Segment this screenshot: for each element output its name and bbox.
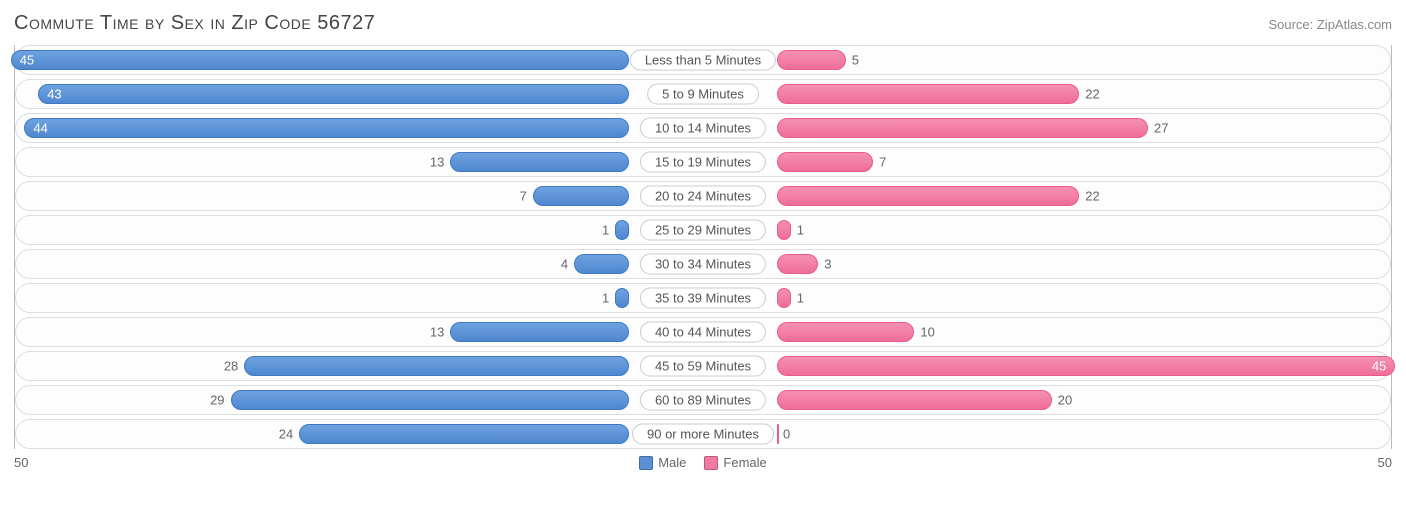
male-value: 13: [430, 325, 444, 340]
chart-row: 7 22 20 to 24 Minutes: [15, 181, 1391, 211]
category-label: 20 to 24 Minutes: [640, 186, 766, 207]
female-bar: [777, 322, 914, 342]
male-value: 28: [224, 359, 238, 374]
male-value: 4: [561, 257, 568, 272]
female-bar: [777, 118, 1148, 138]
chart-row: 45 5 Less than 5 Minutes: [15, 45, 1391, 75]
category-label: 35 to 39 Minutes: [640, 288, 766, 309]
chart-row: 13 10 40 to 44 Minutes: [15, 317, 1391, 347]
female-value: 7: [879, 155, 886, 170]
male-value: 29: [210, 393, 224, 408]
male-value: 13: [430, 155, 444, 170]
male-bar: 44: [24, 118, 629, 138]
female-bar: [777, 220, 791, 240]
female-bar: [777, 254, 818, 274]
male-value: 43: [47, 87, 61, 102]
male-bar: [615, 288, 629, 308]
female-value: 1: [797, 223, 804, 238]
chart-row: 43 22 5 to 9 Minutes: [15, 79, 1391, 109]
chart-row: 29 20 60 to 89 Minutes: [15, 385, 1391, 415]
male-bar: [533, 186, 629, 206]
female-bar: [777, 390, 1052, 410]
female-swatch: [704, 456, 718, 470]
legend-male: Male: [639, 455, 686, 470]
chart-row: 13 7 15 to 19 Minutes: [15, 147, 1391, 177]
category-label: 30 to 34 Minutes: [640, 254, 766, 275]
male-value: 45: [20, 53, 34, 68]
chart-row: 1 1 35 to 39 Minutes: [15, 283, 1391, 313]
legend-female: Female: [704, 455, 766, 470]
female-bar: [777, 50, 846, 70]
male-value: 1: [602, 223, 609, 238]
chart-row: 24 0 90 or more Minutes: [15, 419, 1391, 449]
chart-row: 4 3 30 to 34 Minutes: [15, 249, 1391, 279]
male-bar: [244, 356, 629, 376]
female-bar: [777, 186, 1079, 206]
chart-row: 1 1 25 to 29 Minutes: [15, 215, 1391, 245]
female-value: 3: [824, 257, 831, 272]
female-value: 45: [1372, 359, 1386, 374]
male-bar: [231, 390, 629, 410]
category-label: 60 to 89 Minutes: [640, 390, 766, 411]
male-value: 44: [33, 121, 47, 136]
female-bar: [777, 152, 873, 172]
axis-max-right: 50: [1378, 455, 1392, 470]
legend: Male Female: [639, 455, 767, 470]
category-label: Less than 5 Minutes: [630, 50, 776, 71]
female-bar: 45: [777, 356, 1395, 376]
category-label: 40 to 44 Minutes: [640, 322, 766, 343]
male-bar: [574, 254, 629, 274]
female-value: 22: [1085, 87, 1099, 102]
legend-male-label: Male: [658, 455, 686, 470]
male-bar: [450, 152, 629, 172]
category-label: 5 to 9 Minutes: [647, 84, 759, 105]
male-value: 24: [279, 427, 293, 442]
female-bar: [777, 84, 1079, 104]
chart-title: Commute Time by Sex in Zip Code 56727: [14, 12, 375, 35]
male-value: 7: [520, 189, 527, 204]
female-value: 0: [783, 427, 790, 442]
male-bar: [615, 220, 629, 240]
axis-max-left: 50: [14, 455, 28, 470]
chart-row: 28 45 45 to 59 Minutes: [15, 351, 1391, 381]
legend-female-label: Female: [723, 455, 766, 470]
male-swatch: [639, 456, 653, 470]
category-label: 45 to 59 Minutes: [640, 356, 766, 377]
female-value: 10: [920, 325, 934, 340]
category-label: 25 to 29 Minutes: [640, 220, 766, 241]
male-value: 1: [602, 291, 609, 306]
category-label: 90 or more Minutes: [632, 424, 774, 445]
female-value: 20: [1058, 393, 1072, 408]
female-bar: [777, 424, 779, 444]
category-label: 15 to 19 Minutes: [640, 152, 766, 173]
source-attribution: Source: ZipAtlas.com: [1268, 17, 1392, 32]
male-bar: [299, 424, 629, 444]
female-value: 22: [1085, 189, 1099, 204]
chart-row: 44 27 10 to 14 Minutes: [15, 113, 1391, 143]
male-bar: [450, 322, 629, 342]
male-bar: 43: [38, 84, 629, 104]
female-value: 5: [852, 53, 859, 68]
chart-area: 455Less than 5 Minutes43225 to 9 Minutes…: [14, 45, 1392, 449]
female-value: 27: [1154, 121, 1168, 136]
female-bar: [777, 288, 791, 308]
category-label: 10 to 14 Minutes: [640, 118, 766, 139]
male-bar: 45: [11, 50, 629, 70]
female-value: 1: [797, 291, 804, 306]
